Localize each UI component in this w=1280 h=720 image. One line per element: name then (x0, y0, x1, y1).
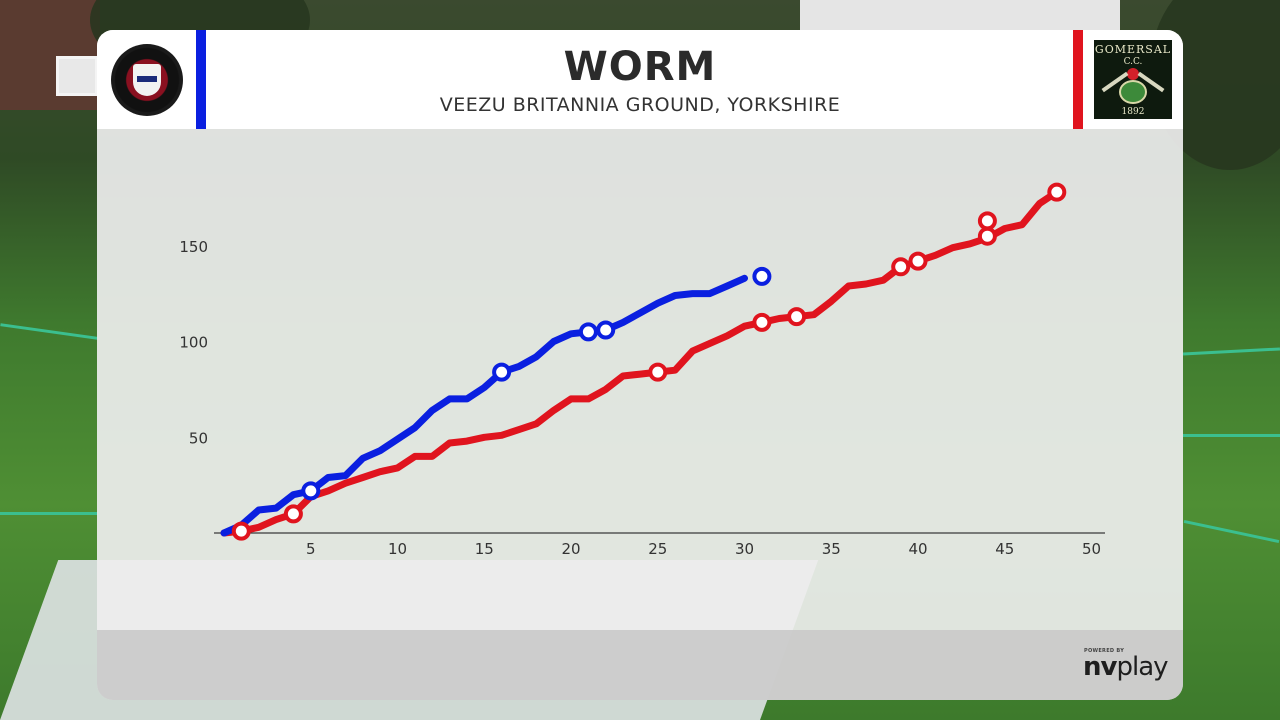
x-tick-label: 5 (306, 540, 316, 558)
wicket-marker (596, 320, 616, 340)
wicket-marker (578, 322, 598, 342)
logo-text: GOMERSAL (1094, 43, 1172, 56)
worm-panel: WORM VEEZU BRITANNIA GROUND, YORKSHIRE G… (97, 30, 1183, 700)
x-tick-label: 20 (561, 540, 580, 558)
background-house (0, 0, 100, 110)
x-tick-label: 45 (995, 540, 1014, 558)
x-tick-label: 35 (822, 540, 841, 558)
wicket-marker (283, 504, 303, 524)
page-title: WORM (563, 44, 717, 90)
wicket-marker (891, 257, 911, 277)
wicket-marker (752, 312, 772, 332)
x-tick-labels: 5 10 15 20 25 30 35 40 45 50 (306, 540, 1101, 558)
series-lines (220, 188, 1061, 537)
wicket-marker (1047, 182, 1067, 202)
x-tick-label: 15 (475, 540, 494, 558)
wicket-marker (977, 211, 997, 231)
wicket-marker (301, 481, 321, 501)
background-hose (1183, 434, 1280, 437)
x-tick-label: 25 (648, 540, 667, 558)
wicket-marker (908, 251, 928, 271)
away-team-logo: GOMERSAL C.C. 1892 (1094, 40, 1172, 119)
x-tick-label: 50 (1082, 540, 1101, 558)
venue-subtitle: VEEZU BRITANNIA GROUND, YORKSHIRE (439, 94, 841, 116)
y-tick-label: 150 (179, 238, 208, 256)
logo-text: 1892 (1121, 107, 1145, 117)
x-tick-label: 10 (388, 540, 407, 558)
background-hose (1183, 519, 1280, 544)
logo-text: C.C. (1123, 57, 1143, 67)
wicket-marker (977, 226, 997, 246)
wicket-marker (231, 521, 251, 541)
wicket-marker (752, 266, 772, 286)
background-hose (0, 512, 98, 515)
powered-by-label: POWERED BY (1084, 648, 1125, 654)
header: WORM VEEZU BRITANNIA GROUND, YORKSHIRE G… (97, 30, 1183, 129)
home-team-logo (111, 44, 183, 116)
series-line (220, 188, 1061, 537)
x-tick-label: 30 (735, 540, 754, 558)
series-line (220, 274, 748, 537)
brand-play: play (1116, 652, 1168, 682)
footer: POWERED BY nvplay (97, 630, 1183, 700)
wicket-marker (492, 362, 512, 382)
x-tick-label: 40 (908, 540, 927, 558)
worm-chart: 5 10 15 20 25 30 35 40 45 50 50 100 150 (179, 182, 1105, 558)
background-hose (1182, 347, 1280, 356)
background-hose (0, 323, 98, 340)
nvplay-logo: nvplay (1083, 652, 1169, 682)
home-team-color-bar (196, 30, 206, 129)
y-tick-label: 100 (179, 334, 208, 352)
y-tick-labels: 50 100 150 (179, 238, 208, 448)
away-team-color-bar (1073, 30, 1083, 129)
wicket-marker (787, 307, 807, 327)
y-tick-label: 50 (189, 429, 208, 447)
brand-nv: nv (1083, 652, 1117, 682)
wicket-marker (648, 362, 668, 382)
wicket-markers (231, 182, 1067, 541)
